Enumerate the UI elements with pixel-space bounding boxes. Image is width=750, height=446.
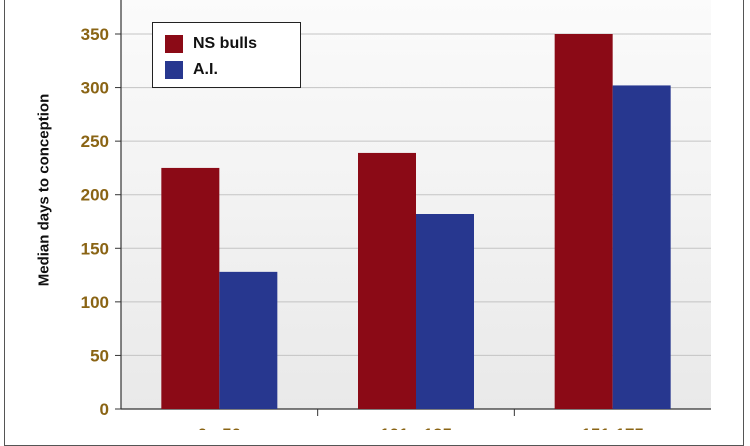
y-tick-label: 150 [81,239,109,258]
bar-a-i-3 [612,85,671,409]
y-tick-label: 50 [90,346,109,365]
x-tick-label: 101 - 125 [380,425,452,430]
legend-label-ns-bulls: NS bulls [193,35,258,52]
y-tick-label: 100 [81,293,109,312]
bar-a-i-2 [416,214,474,409]
bar-a-i-1 [219,271,278,409]
bar-ns-bulls-2 [358,152,416,409]
x-tick-label: 151-175 [581,425,643,430]
y-tick-label: 0 [100,400,109,419]
legend-swatch-ai [165,61,183,79]
bar-ns-bulls-1 [161,167,220,409]
bar-ns-bulls-3 [554,34,613,409]
bar-chart: 0 50 100 150 200 250 300 350 0 - 50 101 - 125 151-… [81,0,711,430]
legend: NS bulls A.I. [152,22,301,88]
y-tick-label: 350 [81,25,109,44]
legend-label-ai: A.I. [193,61,218,78]
y-tick-label: 200 [81,186,109,205]
legend-item-ai: A.I. [165,61,218,79]
x-tick-label: 0 - 50 [198,425,241,430]
y-axis-label: Median days to conception [35,93,53,287]
legend-swatch-ns-bulls [165,35,183,53]
legend-item-ns-bulls: NS bulls [165,35,257,53]
y-tick-label: 250 [81,132,109,151]
y-tick-label: 300 [81,79,109,98]
